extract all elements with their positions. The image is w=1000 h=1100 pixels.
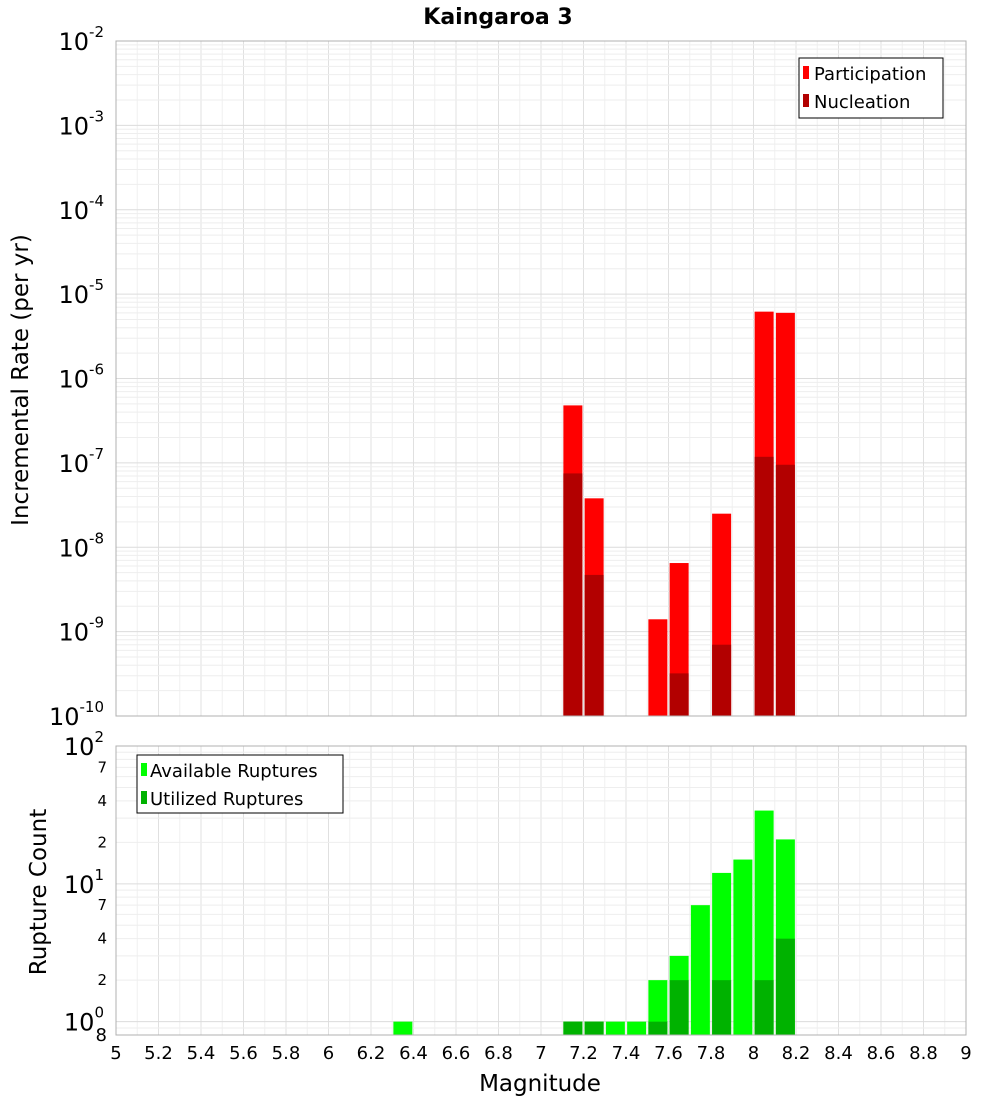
utilized-ruptures-bar <box>584 1021 604 1035</box>
nucleation-bar <box>712 644 732 716</box>
nucleation-legend-swatch <box>803 94 809 107</box>
count-legend: Available Ruptures Utilized Ruptures <box>136 754 344 814</box>
count-y-major-label: 100 <box>64 1004 104 1037</box>
available-ruptures-bar <box>393 1021 413 1035</box>
count-y-minor-label: 8 <box>96 1025 107 1046</box>
count-y-minor-label: 4 <box>97 930 107 948</box>
utilized-ruptures-bar <box>648 1021 668 1035</box>
count-y-minor-label: 7 <box>97 896 107 914</box>
count-y-major-label: 101 <box>64 866 104 899</box>
count-y-major-label: 102 <box>64 728 104 761</box>
available-ruptures-bar <box>648 980 668 1035</box>
rate-panel: 10-10 10-9 10-8 10-7 10-6 10-5 10-4 10-3 10-2 Ka… <box>8 5 967 731</box>
nucleation-bar <box>754 456 774 716</box>
rate-bars <box>563 311 795 716</box>
nucleation-bar <box>669 673 689 716</box>
count-y-minor-label: 2 <box>97 971 107 989</box>
x-tick-label: 9 <box>960 1043 971 1064</box>
rate-y-tick-label: 10-5 <box>58 276 104 309</box>
participation-bar <box>648 619 668 716</box>
count-y-minor-label: 4 <box>97 792 107 810</box>
utilized-ruptures-bar <box>712 980 732 1035</box>
available-ruptures-legend-label: Available Ruptures <box>150 761 318 782</box>
x-tick-label: 7.8 <box>697 1043 726 1064</box>
rate-y-tick-label: 10-4 <box>58 192 104 225</box>
x-tick-label: 8.8 <box>909 1043 938 1064</box>
rate-grid <box>115 41 967 717</box>
x-tick-label: 6.8 <box>484 1043 513 1064</box>
x-tick-label: 7.2 <box>569 1043 598 1064</box>
count-plot-frame <box>115 745 967 1036</box>
count-bars <box>393 810 795 1035</box>
utilized-ruptures-bar <box>563 1021 583 1035</box>
count-y-minor-label: 2 <box>97 833 107 851</box>
participation-legend-swatch <box>803 66 809 79</box>
nucleation-bar <box>775 464 795 716</box>
participation-legend-label: Participation <box>814 64 926 85</box>
rate-legend-box <box>798 57 944 119</box>
x-axis-label: Magnitude <box>479 1071 601 1097</box>
rate-y-tick-label: 10-3 <box>58 107 104 140</box>
available-ruptures-bar <box>627 1021 647 1035</box>
utilized-ruptures-bar <box>669 980 689 1035</box>
rate-plot-frame <box>115 40 967 717</box>
available-ruptures-bar <box>733 859 753 1035</box>
x-tick-label: 5.2 <box>144 1043 173 1064</box>
rate-y-tick-label: 10-8 <box>58 529 104 562</box>
rate-legend: Participation Nucleation <box>798 57 944 119</box>
x-tick-label: 5 <box>110 1043 121 1064</box>
x-tick-label: 8.6 <box>867 1043 896 1064</box>
x-tick-label: 5.8 <box>272 1043 301 1064</box>
x-tick-label: 6 <box>323 1043 334 1064</box>
x-tick-label: 6.2 <box>357 1043 386 1064</box>
rate-y-tick-label: 10-10 <box>49 698 104 731</box>
x-tick-label: 6.6 <box>442 1043 471 1064</box>
x-tick-label: 5.4 <box>187 1043 216 1064</box>
count-y-ticks: 100 101 102 8 2 4 7 2 4 7 <box>64 728 107 1046</box>
utilized-ruptures-legend-swatch <box>141 791 147 804</box>
rate-y-tick-label: 10-2 <box>58 23 104 56</box>
available-ruptures-legend-swatch <box>141 763 147 776</box>
x-tick-label: 6.4 <box>399 1043 428 1064</box>
x-tick-label: 7 <box>535 1043 546 1064</box>
x-tick-label: 7.4 <box>612 1043 641 1064</box>
nucleation-bar <box>563 473 583 716</box>
magnitude-x-ticks: 5 5.2 5.4 5.6 5.8 6 6.2 6.4 6.6 6.8 7 7.2 7.4 7.6 7.8 8… <box>110 1043 971 1064</box>
available-ruptures-bar <box>754 810 774 1035</box>
count-y-axis-label: Rupture Count <box>26 809 52 975</box>
x-tick-label: 8 <box>748 1043 759 1064</box>
utilized-ruptures-legend-label: Utilized Ruptures <box>150 789 303 810</box>
rate-y-tick-label: 10-9 <box>58 614 104 647</box>
count-y-minor-label: 7 <box>97 758 107 776</box>
x-tick-label: 8.2 <box>782 1043 811 1064</box>
rate-y-tick-label: 10-7 <box>58 445 104 478</box>
rate-y-axis-label: Incremental Rate (per yr) <box>8 234 34 526</box>
available-ruptures-bar <box>690 905 710 1035</box>
count-panel: 100 101 102 8 2 4 7 2 4 7 5 5.2 5.4 5.6 5.8 6 6.2 6.4 6.6… <box>26 728 972 1097</box>
chart-title: Kaingaroa 3 <box>423 5 572 30</box>
nucleation-bar <box>584 574 604 716</box>
nucleation-legend-label: Nucleation <box>814 92 910 113</box>
x-tick-label: 7.6 <box>654 1043 683 1064</box>
utilized-ruptures-bar <box>754 980 774 1035</box>
rate-y-tick-label: 10-6 <box>58 361 104 394</box>
rate-y-ticks: 10-10 10-9 10-8 10-7 10-6 10-5 10-4 10-3 10-2 <box>49 23 104 731</box>
x-tick-label: 5.6 <box>229 1043 258 1064</box>
count-legend-box <box>136 754 344 814</box>
x-tick-label: 8.4 <box>824 1043 853 1064</box>
available-ruptures-bar <box>605 1021 625 1035</box>
utilized-ruptures-bar <box>775 938 795 1035</box>
